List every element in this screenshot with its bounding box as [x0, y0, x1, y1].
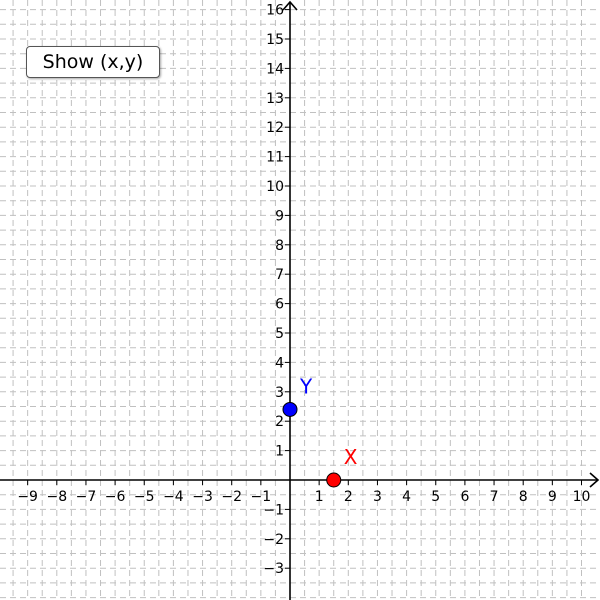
- point-y-label: Y: [299, 374, 313, 398]
- x-tick-label: −1: [251, 489, 272, 505]
- x-tick-label: −4: [163, 489, 184, 505]
- y-tick-label: 5: [275, 326, 284, 342]
- x-tick-label: 1: [315, 489, 324, 505]
- points[interactable]: XY: [282, 374, 358, 488]
- y-tick-label: −1: [263, 502, 284, 518]
- y-tick-label: −3: [263, 561, 284, 577]
- x-tick-label: 4: [402, 489, 411, 505]
- y-tick-label: 1: [275, 444, 284, 460]
- x-tick-label: −2: [221, 489, 242, 505]
- y-tick-label: 12: [266, 120, 284, 136]
- y-tick-label: 15: [266, 32, 284, 48]
- x-tick-label: 7: [490, 489, 499, 505]
- y-tick-label: 6: [275, 297, 284, 313]
- tick-labels: −9 −8 −7 −6 −5 −4 −3 −2 −1 1 2 3 4 5 6 7 8 9 10−3−2−112345…: [17, 3, 590, 578]
- y-tick-label: 13: [266, 91, 284, 107]
- x-tick-label: 9: [548, 489, 557, 505]
- x-axis-arrow-icon: [589, 472, 600, 488]
- x-tick-label: −5: [134, 489, 155, 505]
- x-tick-label: −6: [105, 489, 126, 505]
- point-y[interactable]: [282, 401, 298, 417]
- y-tick-label: 9: [275, 208, 284, 224]
- x-tick-label: −7: [76, 489, 97, 505]
- x-tick-label: 8: [519, 489, 528, 505]
- y-tick-label: 7: [275, 267, 284, 283]
- y-tick-label: 14: [266, 61, 284, 77]
- x-tick-label: 5: [431, 489, 440, 505]
- y-tick-label: 3: [275, 385, 284, 401]
- y-tick-label: 11: [266, 150, 284, 166]
- y-axis-arrow-icon: [282, 0, 298, 11]
- y-tick-label: 4: [275, 355, 284, 371]
- x-tick-label: −9: [17, 489, 38, 505]
- y-tick-label: 2: [275, 414, 284, 430]
- show-xy-button[interactable]: Show (x,y): [26, 46, 160, 78]
- y-tick-label: 16: [266, 3, 284, 19]
- x-tick-label: −3: [192, 489, 213, 505]
- y-tick-label: −2: [263, 532, 284, 548]
- point-x-label: X: [344, 445, 358, 469]
- x-tick-label: 6: [460, 489, 469, 505]
- point-x[interactable]: [326, 472, 342, 488]
- x-tick-label: 10: [573, 489, 591, 505]
- x-tick-label: 2: [344, 489, 353, 505]
- y-tick-label: 10: [266, 179, 284, 195]
- x-tick-label: −8: [46, 489, 67, 505]
- y-tick-label: 8: [275, 238, 284, 254]
- x-tick-label: 3: [373, 489, 382, 505]
